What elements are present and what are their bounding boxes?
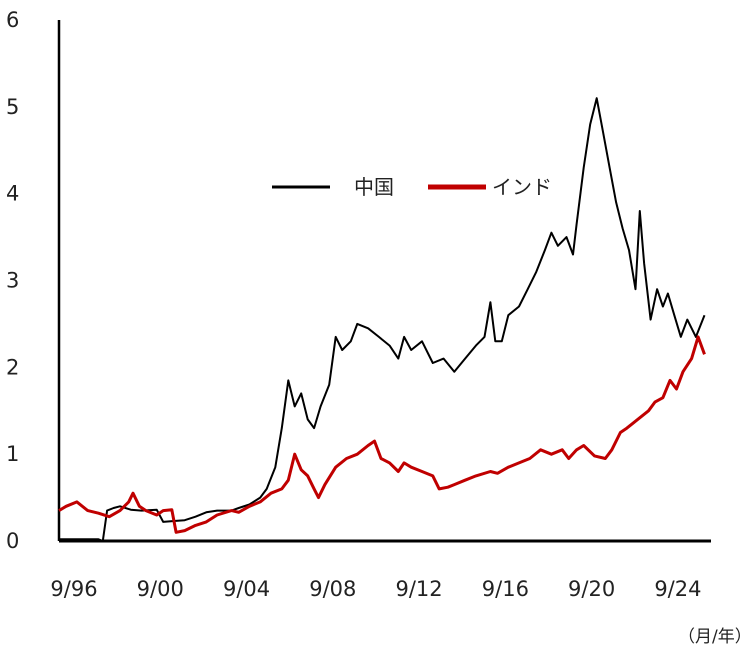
x-tick-label: 9/16 (482, 577, 529, 601)
series-line-india (58, 335, 706, 534)
legend-label-india: インド (492, 175, 552, 199)
x-tick-label: 9/04 (223, 577, 270, 601)
x-tick-label: 9/08 (309, 577, 356, 601)
x-tick-label: 9/96 (50, 577, 97, 601)
legend: 中国 インド (272, 175, 552, 199)
x-tick-label: 9/00 (137, 577, 184, 601)
y-tick-label: 5 (6, 95, 19, 119)
y-tick-label: 3 (6, 269, 19, 293)
y-tick-label: 2 (6, 355, 19, 379)
x-tick-label: 9/12 (396, 577, 443, 601)
y-tick-label: 0 (6, 529, 19, 553)
legend-label-china: 中国 (354, 175, 394, 199)
y-axis-ticks: 0 1 2 3 4 5 6 (6, 8, 19, 553)
x-unit-label: （月/年） (678, 627, 751, 647)
x-tick-label: 9/20 (568, 577, 615, 601)
y-tick-label: 4 (6, 182, 19, 206)
x-tick-label: 9/24 (654, 577, 701, 601)
y-tick-label: 1 (6, 442, 19, 466)
y-tick-label: 6 (6, 8, 19, 32)
series-layer (58, 97, 706, 542)
x-axis-ticks: 9/96 9/00 9/04 9/08 9/12 9/16 9/20 9/24 (50, 577, 701, 601)
series-line-china (59, 97, 706, 542)
